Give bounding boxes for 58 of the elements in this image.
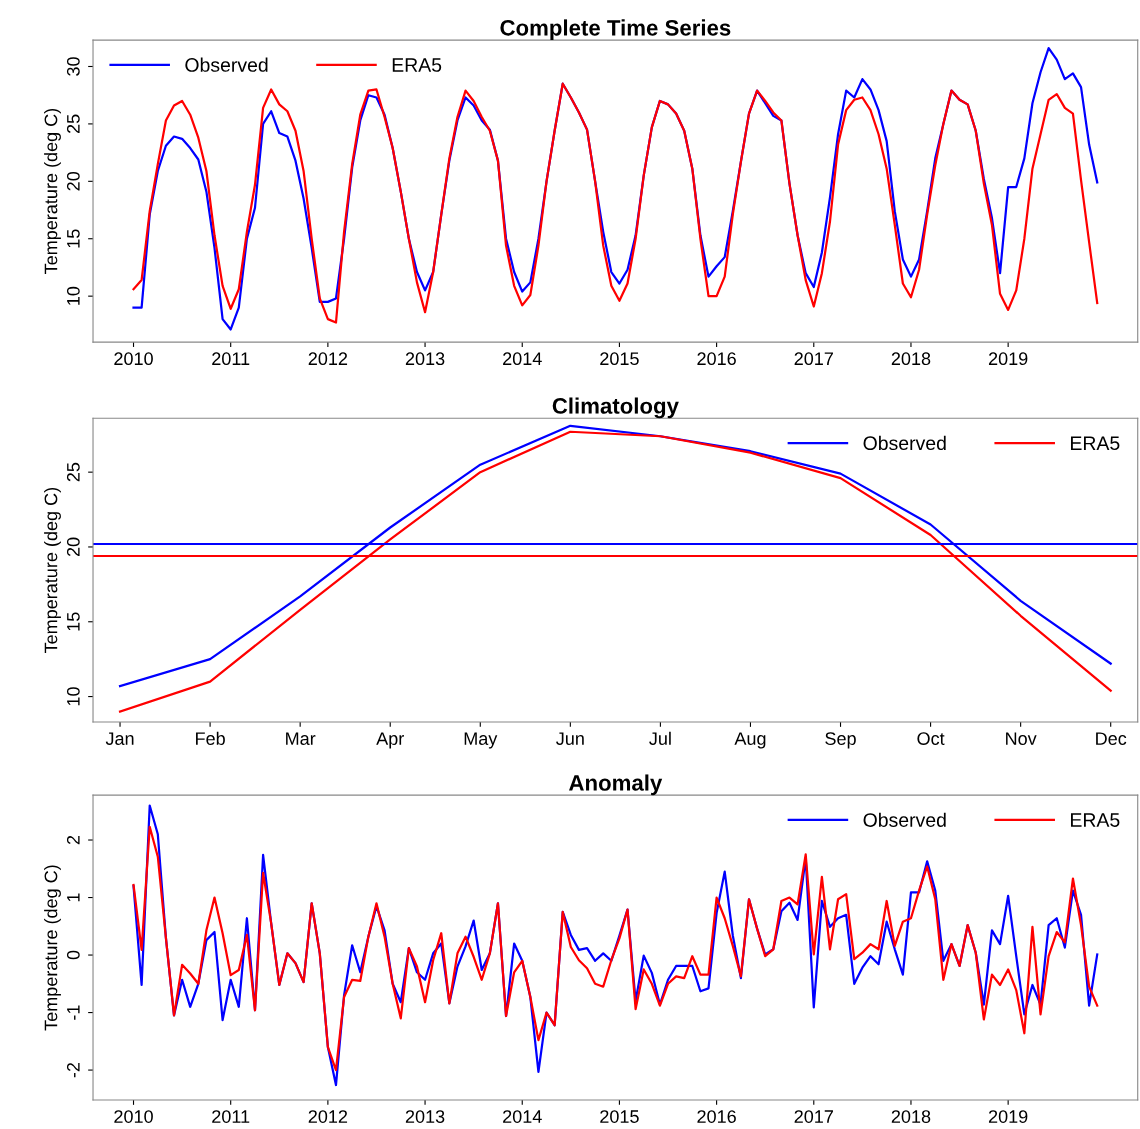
- x-tick-label: 2018: [891, 352, 931, 366]
- legend-label: ERA5: [1071, 813, 1120, 827]
- x-tick-label: 2019: [988, 352, 1028, 366]
- y-tick-label: -2: [66, 1062, 80, 1078]
- y-tick-label: 1: [67, 893, 80, 902]
- y-tick-label: 25: [66, 462, 80, 482]
- chart-title: Complete Time Series: [500, 19, 731, 41]
- x-tick-label: Nov: [1006, 732, 1037, 745]
- x-tick-label: Mar: [286, 732, 316, 745]
- y-tick-label: 10: [66, 286, 80, 305]
- legend-label: ERA5: [1071, 436, 1120, 451]
- legend-label: Observed: [863, 812, 946, 827]
- x-tick-label: Jun: [556, 732, 584, 745]
- x-tick-label: 2016: [697, 1110, 736, 1123]
- x-tick-label: 2010: [114, 352, 153, 366]
- y-tick-label: 10: [66, 687, 80, 706]
- chart-title: Climatology: [552, 397, 679, 419]
- x-tick-label: 2012: [308, 352, 348, 366]
- x-tick-label: Aug: [734, 732, 766, 749]
- y-axis-title: Temperature (deg C): [44, 487, 61, 654]
- x-tick-label: Apr: [376, 732, 404, 749]
- y-tick-label: 20: [66, 171, 80, 191]
- x-tick-label: Jan: [105, 732, 134, 745]
- x-tick-label: 2014: [503, 1110, 542, 1123]
- x-tick-label: Feb: [196, 731, 225, 745]
- x-tick-label: 2015: [600, 352, 639, 366]
- x-tick-label: 2011: [212, 1110, 250, 1123]
- x-tick-label: Dec: [1096, 732, 1127, 745]
- x-tick-label: 2010: [114, 1110, 153, 1123]
- chart-title: Anomaly: [569, 774, 663, 796]
- y-tick-label: 20: [66, 537, 80, 557]
- y-tick-label: 0: [66, 950, 80, 960]
- x-tick-label: 2014: [503, 352, 542, 366]
- legend-label: Observed: [863, 435, 946, 451]
- legend-label: ERA5: [392, 58, 442, 72]
- y-tick-label: 15: [67, 229, 80, 248]
- x-tick-label: 2015: [600, 1110, 639, 1123]
- y-axis-title: Temperature (deg C): [44, 865, 61, 1031]
- x-tick-label: 2016: [697, 352, 736, 366]
- y-tick-label: 25: [66, 114, 80, 134]
- x-tick-label: May: [464, 732, 498, 749]
- y-tick-label: -1: [67, 1005, 80, 1020]
- x-tick-label: 2018: [891, 1110, 931, 1123]
- x-tick-label: Sep: [825, 732, 856, 749]
- x-tick-label: 2019: [988, 1110, 1028, 1123]
- y-tick-label: 15: [67, 612, 80, 631]
- y-tick-label: 30: [66, 57, 80, 76]
- x-tick-label: 2013: [405, 352, 445, 366]
- x-tick-label: Oct: [917, 732, 945, 745]
- x-tick-label: 2013: [405, 1110, 445, 1123]
- x-tick-label: 2012: [308, 1110, 348, 1123]
- legend-label: Observed: [185, 57, 268, 72]
- x-tick-label: 2017: [794, 352, 833, 366]
- x-tick-label: 2011: [212, 352, 250, 366]
- y-tick-label: 2: [66, 835, 80, 845]
- x-tick-label: 2017: [794, 1110, 833, 1123]
- x-tick-label: Jul: [649, 731, 671, 745]
- y-axis-title: Temperature (deg C): [44, 108, 61, 274]
